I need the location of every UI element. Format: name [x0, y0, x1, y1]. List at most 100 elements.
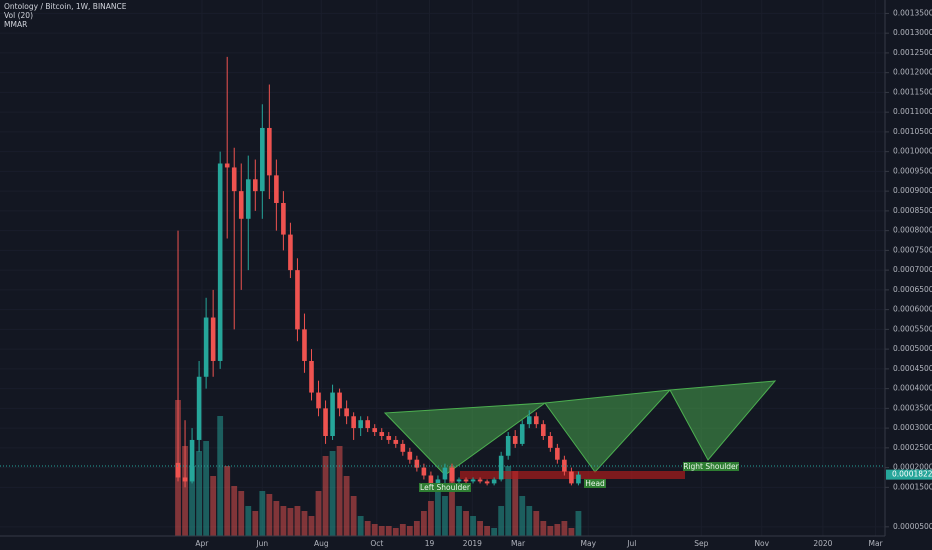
volume-bar [329, 451, 336, 536]
y-tick-label: 0.0009000 [893, 186, 932, 195]
indicator-label: MMAR [4, 20, 27, 29]
y-tick-label: 0.0007500 [893, 245, 932, 254]
volume-bar [217, 416, 224, 536]
volume-bar [554, 524, 561, 536]
volume-bar [343, 476, 350, 536]
candle-body [210, 317, 216, 361]
y-tick-label: 0.0013500 [893, 8, 932, 17]
candle-body [372, 428, 378, 433]
candle-body [358, 420, 363, 429]
x-tick-label: 2019 [463, 539, 482, 548]
y-tick-label: 0.0013000 [893, 28, 932, 37]
candle-body [351, 416, 356, 429]
last-price-box [886, 469, 932, 480]
volume-bar [196, 451, 202, 536]
y-tick-label: 0.0011500 [893, 87, 932, 96]
y-tick-label: 0.0011000 [893, 107, 932, 116]
candle-body [302, 329, 307, 361]
volume-bar [385, 526, 392, 536]
candle-body [569, 471, 574, 484]
annotation-box [683, 462, 739, 471]
candle-body [576, 474, 581, 484]
y-tick-label: 0.0008000 [893, 226, 932, 235]
y-tick-label: 0.0009500 [893, 166, 932, 175]
candle-body [231, 167, 237, 192]
y-tick-label: 0.0002000 [893, 463, 932, 472]
candle-body [323, 408, 328, 437]
x-tick-label: Apr [195, 539, 209, 548]
candle-body [470, 479, 476, 482]
x-tick-label: 2020 [813, 539, 832, 548]
candle-body [526, 416, 532, 425]
volume-bar [575, 511, 582, 536]
x-tick-label: Mar [868, 539, 883, 548]
volume-bar [252, 511, 259, 536]
candle-body [365, 420, 370, 429]
volume-bar [519, 496, 526, 536]
y-tick-label: 0.0005500 [893, 324, 932, 333]
x-tick-label: May [581, 539, 597, 548]
volume-bar [301, 511, 308, 536]
volume-bar [463, 511, 469, 536]
candle-body [203, 317, 209, 377]
volume-bar [287, 508, 294, 536]
volume-bar [182, 446, 188, 536]
volume-bar [540, 521, 547, 536]
x-tick-label: Aug [314, 539, 329, 548]
volume-bar [378, 526, 385, 536]
volume-bar [449, 466, 455, 536]
y-tick-label: 0.0010500 [893, 127, 932, 136]
chart-title: Ontology / Bitcoin, 1W, BINANCE [4, 2, 127, 11]
volume-bar [266, 494, 273, 536]
candle-body [217, 163, 223, 361]
volume-bar [568, 528, 575, 536]
axes-layer: 0.0000500 0.0001500 0.0002000 0.0002500 0.00… [195, 8, 932, 548]
right-shoulder-shape [669, 380, 777, 461]
y-tick-label: 0.0004500 [893, 364, 932, 373]
indicator-label: Vol (20) [4, 11, 33, 20]
candle-body [274, 175, 279, 203]
volume-bar [350, 496, 357, 536]
candle-body [548, 436, 553, 448]
volume-bar [561, 521, 568, 536]
volume-bar [364, 521, 371, 536]
candle-body [407, 451, 413, 460]
y-tick-label: 0.0006500 [893, 285, 932, 294]
head-shape [544, 389, 672, 473]
y-tick-label: 0.0001500 [893, 482, 932, 491]
volume-bar [322, 456, 329, 536]
volume-bar [413, 521, 420, 536]
candle-body [428, 475, 434, 484]
volume-bar [231, 486, 238, 536]
volume-bar [512, 471, 519, 536]
x-tick-label: Nov [754, 539, 769, 548]
candle-body [196, 376, 202, 440]
candle-body [442, 467, 448, 480]
candle-body [344, 408, 349, 417]
candle-body [189, 439, 195, 482]
candle-body [267, 127, 272, 176]
x-tick-label: Sep [694, 539, 708, 548]
volume-bar [484, 526, 491, 536]
volume-bar [526, 506, 533, 536]
x-tick-label: 19 [425, 539, 435, 548]
candle-body [533, 416, 539, 425]
volume-bar [428, 501, 434, 536]
y-tick-label: 0.0006000 [893, 305, 932, 314]
annotation: Head [585, 479, 605, 488]
volume-bar [280, 506, 287, 536]
y-tick-label: 0.0007000 [893, 265, 932, 274]
x-tick-label: Jul [626, 539, 636, 548]
volume-bar [470, 516, 476, 536]
x-tick-label: Mar [511, 539, 526, 548]
y-tick-label: 0.0000500 [893, 522, 932, 531]
y-tick-label: 0.0012500 [893, 48, 932, 57]
volume-bar [406, 526, 413, 536]
annotation: Left Shoulder [420, 483, 471, 492]
annotation-box [584, 479, 606, 488]
volume-bar [420, 511, 427, 536]
volume-bar [357, 516, 364, 536]
candle-body [393, 439, 399, 444]
candle-body [379, 432, 385, 437]
candle-body [505, 436, 511, 456]
